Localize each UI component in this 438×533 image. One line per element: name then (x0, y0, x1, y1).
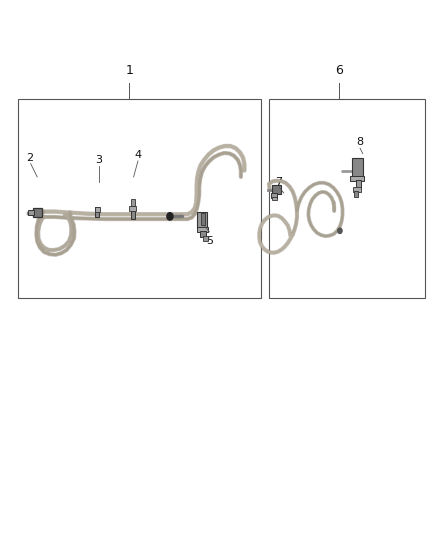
Bar (131, 208, 135, 219)
Bar (95, 207, 99, 217)
Bar (269, 99, 425, 298)
Bar (272, 185, 281, 194)
Bar (356, 180, 361, 188)
Text: 3: 3 (95, 155, 102, 165)
Bar (201, 213, 205, 225)
Bar (129, 206, 136, 211)
Text: 5: 5 (206, 236, 213, 246)
Bar (28, 210, 34, 215)
Text: 2: 2 (26, 152, 33, 163)
Bar (95, 207, 100, 212)
Text: 7: 7 (275, 176, 282, 187)
Bar (33, 208, 42, 217)
Circle shape (167, 213, 173, 220)
Bar (350, 176, 364, 181)
Bar (131, 199, 135, 206)
Bar (354, 191, 358, 197)
Circle shape (338, 228, 342, 233)
Bar (352, 158, 363, 179)
Bar (197, 227, 208, 232)
Text: 1: 1 (125, 64, 133, 77)
Text: 8: 8 (357, 137, 364, 147)
Bar (271, 193, 277, 198)
Text: 4: 4 (134, 150, 141, 160)
Bar (353, 187, 361, 192)
Bar (272, 197, 277, 200)
Bar (203, 236, 208, 241)
Bar (197, 212, 207, 228)
Bar (200, 231, 206, 237)
Bar (18, 99, 261, 298)
Text: 6: 6 (336, 64, 343, 77)
